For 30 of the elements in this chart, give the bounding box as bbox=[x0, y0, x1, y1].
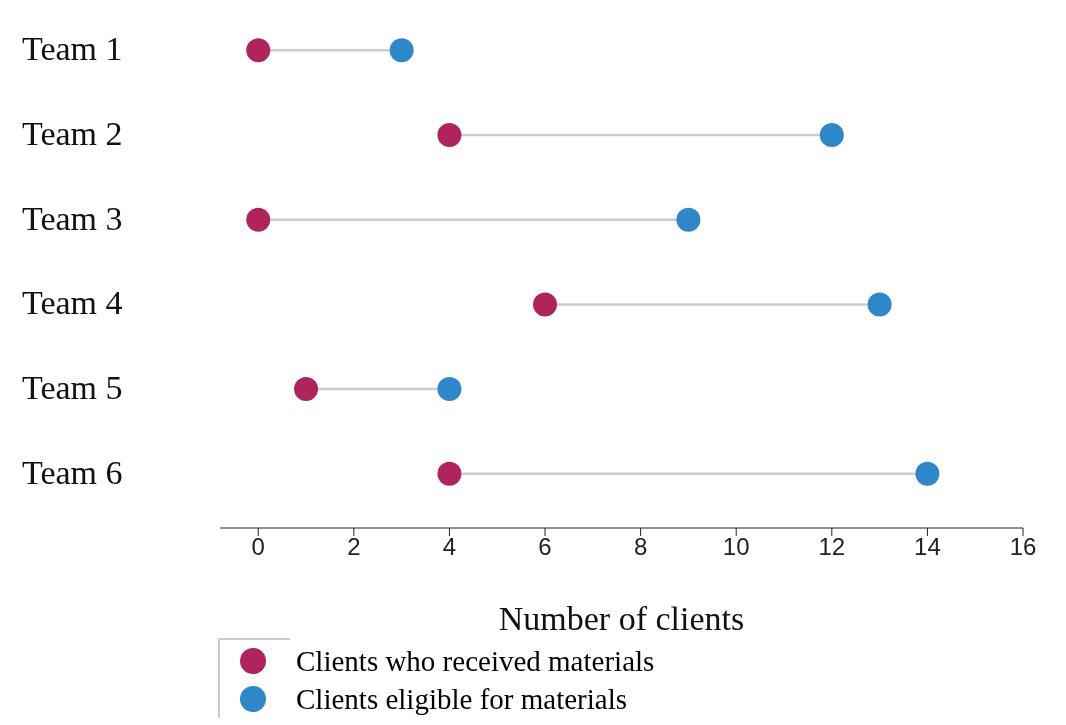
point bbox=[389, 38, 414, 63]
point bbox=[437, 377, 462, 402]
point bbox=[294, 377, 319, 402]
point bbox=[867, 292, 892, 317]
x-tick-label: 2 bbox=[347, 533, 361, 561]
point bbox=[437, 461, 462, 486]
x-tick-label: 14 bbox=[914, 533, 941, 561]
legend-label: Clients who received materials bbox=[296, 644, 655, 678]
x-tick-label: 12 bbox=[818, 533, 846, 561]
x-tick-label: 4 bbox=[442, 533, 457, 561]
x-tick-label: 16 bbox=[1009, 533, 1037, 561]
y-tick-label: Team 2 bbox=[22, 115, 123, 153]
x-tick-label: 0 bbox=[251, 533, 265, 561]
point bbox=[676, 207, 701, 232]
point bbox=[819, 123, 844, 148]
x-tick-label: 6 bbox=[538, 533, 552, 561]
x-tick-label: 8 bbox=[633, 533, 648, 561]
point bbox=[246, 38, 271, 63]
x-tick-label: 10 bbox=[722, 533, 750, 561]
y-tick-label: Team 3 bbox=[22, 199, 123, 237]
y-tick-label: Team 4 bbox=[22, 284, 123, 322]
point bbox=[246, 207, 271, 232]
y-tick-label: Team 1 bbox=[22, 30, 123, 68]
point bbox=[915, 461, 940, 486]
y-tick-label: Team 5 bbox=[22, 369, 123, 407]
y-tick-label: Team 6 bbox=[22, 453, 123, 491]
x-axis-title: Number of clients bbox=[498, 600, 745, 637]
point bbox=[437, 123, 462, 148]
point bbox=[533, 292, 558, 317]
legend-label: Clients eligible for materials bbox=[296, 682, 627, 716]
